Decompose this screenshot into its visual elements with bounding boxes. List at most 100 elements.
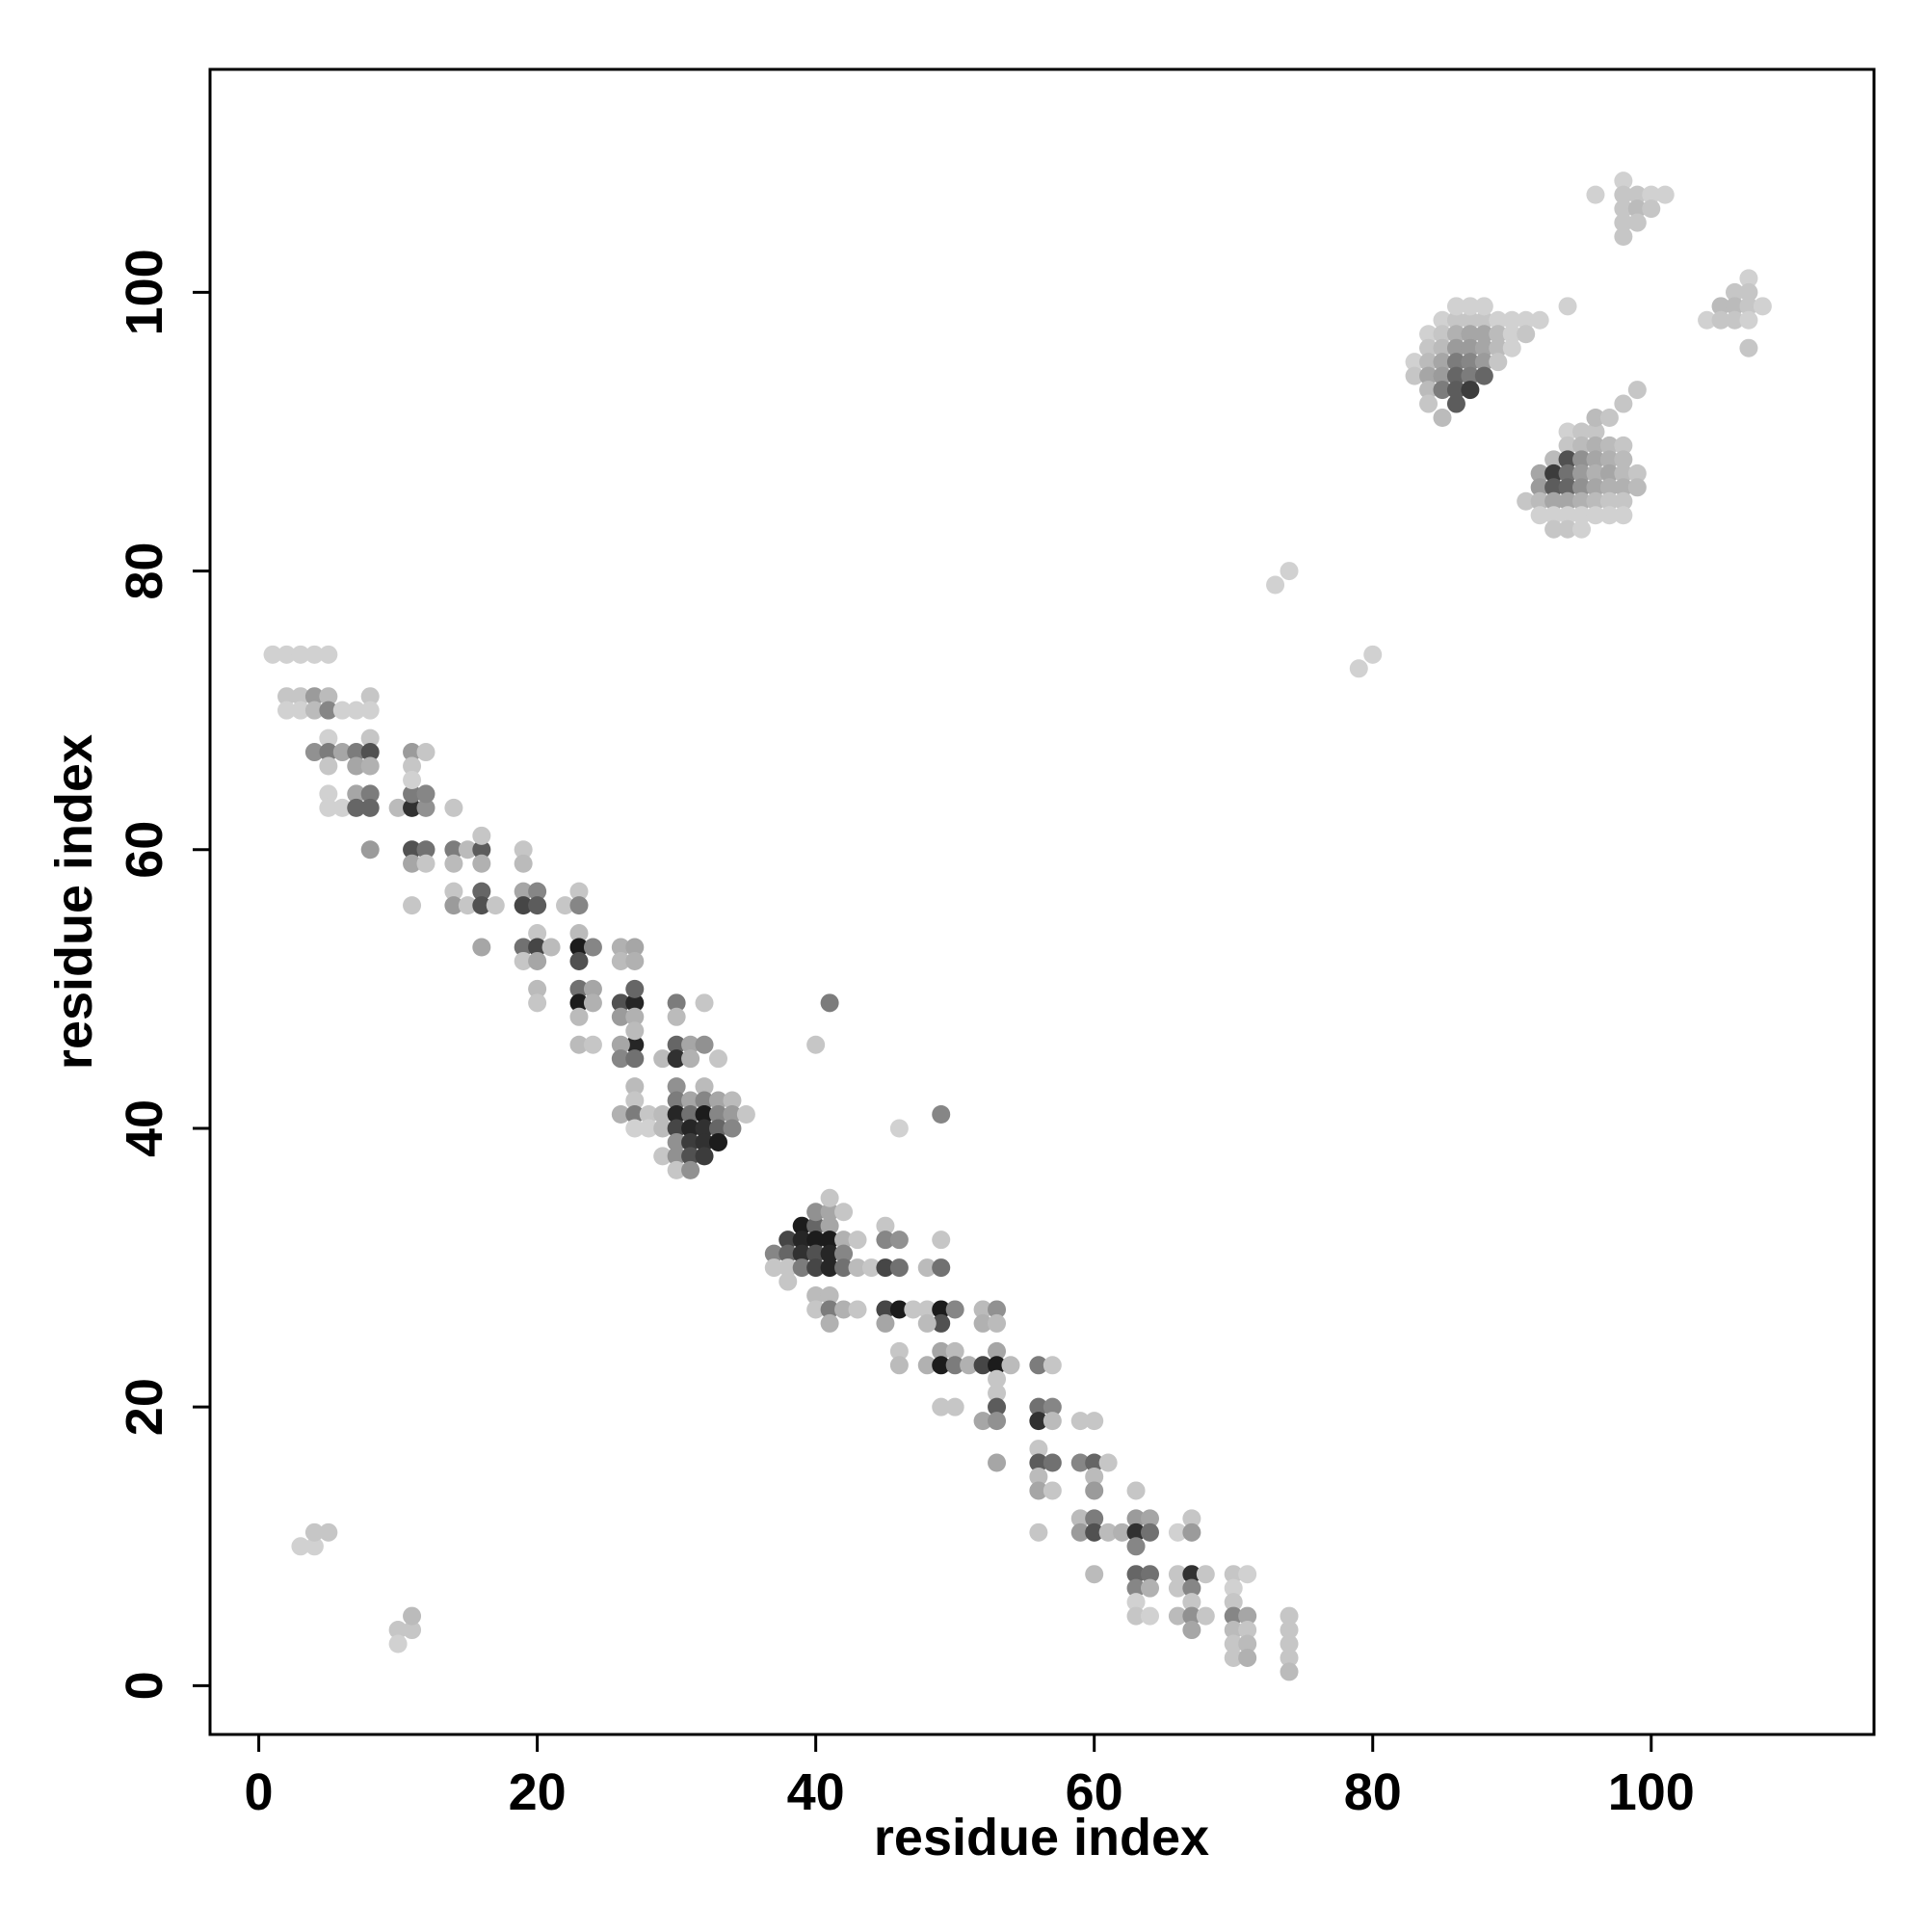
data-point <box>1070 1412 1090 1431</box>
data-point <box>1544 450 1564 469</box>
y-axis-label: residue index <box>45 734 103 1070</box>
data-point <box>1405 366 1424 385</box>
data-point <box>667 1147 686 1166</box>
data-point <box>876 1216 895 1235</box>
data-point <box>1029 1467 1048 1486</box>
data-point <box>806 1035 826 1054</box>
x-tick-label: 40 <box>787 1763 845 1821</box>
data-point <box>1530 478 1549 497</box>
data-point <box>1126 1481 1146 1500</box>
data-point <box>1085 1412 1104 1431</box>
data-point <box>1280 1634 1299 1654</box>
data-point <box>932 1313 951 1333</box>
data-point <box>1446 366 1465 385</box>
data-point <box>681 1160 700 1179</box>
data-point <box>779 1244 798 1263</box>
data-point <box>653 1147 673 1166</box>
data-point <box>988 1356 1007 1375</box>
data-point <box>917 1258 937 1278</box>
data-point <box>625 1007 645 1026</box>
data-point <box>1599 409 1619 428</box>
data-point <box>681 1091 700 1110</box>
data-point <box>263 645 282 664</box>
data-point <box>1461 353 1480 372</box>
data-point <box>1614 450 1633 469</box>
data-point <box>1502 325 1521 344</box>
data-point <box>695 1105 714 1125</box>
data-point <box>1126 1565 1146 1584</box>
data-point <box>1280 1621 1299 1640</box>
x-tick-label: 60 <box>1066 1763 1123 1821</box>
data-point <box>1698 310 1717 330</box>
data-point <box>695 1132 714 1151</box>
data-point <box>1001 1356 1020 1375</box>
data-point <box>1168 1606 1187 1626</box>
data-point <box>695 1119 714 1138</box>
data-point <box>1627 199 1647 219</box>
data-point <box>1266 575 1285 595</box>
data-point <box>1586 450 1605 469</box>
data-point <box>834 1258 854 1278</box>
data-point <box>1739 269 1758 288</box>
data-point <box>792 1244 811 1263</box>
data-point <box>667 1132 686 1151</box>
data-point <box>1474 325 1493 344</box>
data-point <box>1029 1356 1048 1375</box>
data-point <box>876 1231 895 1250</box>
data-point <box>277 701 296 720</box>
data-point <box>1489 353 1508 372</box>
data-point <box>1614 506 1633 525</box>
data-point <box>1558 463 1577 483</box>
data-point <box>973 1356 992 1375</box>
data-point <box>1085 1481 1104 1500</box>
data-point <box>667 1119 686 1138</box>
data-point <box>569 979 589 998</box>
data-point <box>681 1049 700 1069</box>
data-point <box>960 1356 979 1375</box>
data-point <box>1614 491 1633 511</box>
data-point <box>277 687 296 706</box>
data-point <box>988 1384 1007 1403</box>
data-point <box>514 951 533 970</box>
data-point <box>1070 1509 1090 1528</box>
data-point <box>779 1272 798 1291</box>
data-point <box>1474 338 1493 357</box>
data-point <box>945 1341 964 1361</box>
data-point <box>1196 1606 1215 1626</box>
data-point <box>889 1231 909 1250</box>
x-tick-label: 0 <box>245 1763 274 1821</box>
data-point <box>806 1203 826 1222</box>
data-point <box>1126 1509 1146 1528</box>
data-point <box>1419 394 1439 413</box>
data-point <box>889 1341 909 1361</box>
data-point <box>695 993 714 1013</box>
data-point <box>723 1091 742 1110</box>
data-point <box>708 1119 727 1138</box>
data-point <box>1141 1578 1160 1598</box>
data-point <box>932 1341 951 1361</box>
data-point <box>1280 1648 1299 1667</box>
data-point <box>458 840 477 860</box>
data-point <box>1141 1565 1160 1584</box>
data-point <box>1224 1606 1243 1626</box>
data-point <box>1461 297 1480 316</box>
data-point <box>625 951 645 970</box>
data-point <box>403 770 422 789</box>
data-point <box>403 784 422 804</box>
data-point <box>1474 366 1493 385</box>
data-point <box>569 951 589 970</box>
data-point <box>416 784 436 804</box>
data-point <box>1586 491 1605 511</box>
data-point <box>1419 338 1439 357</box>
data-point <box>528 951 547 970</box>
data-point <box>876 1313 895 1333</box>
data-point <box>820 1313 839 1333</box>
data-point <box>625 1035 645 1054</box>
data-point <box>1627 478 1647 497</box>
data-point <box>1029 1481 1048 1500</box>
data-point <box>1419 381 1439 400</box>
data-point <box>1070 1522 1090 1542</box>
data-point <box>528 924 547 943</box>
data-point <box>889 1356 909 1375</box>
